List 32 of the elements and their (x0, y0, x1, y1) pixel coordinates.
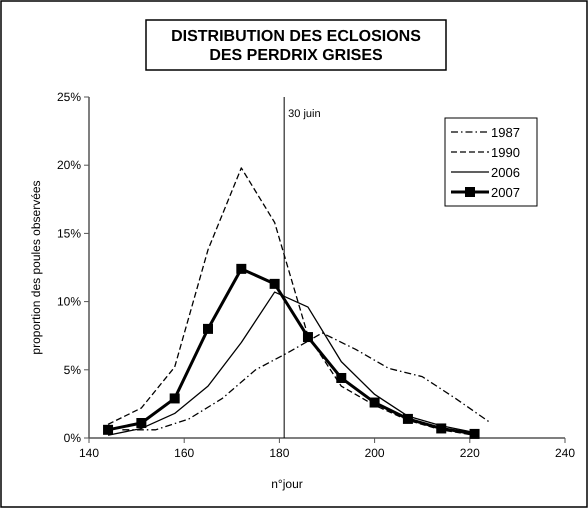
x-tick-label: 140 (78, 446, 100, 460)
point (302, 332, 313, 342)
ref-line-label: 30 juin (288, 108, 321, 120)
x-tick-label: 220 (460, 446, 480, 460)
chart-title: DISTRIBUTION DES ECLOSIONS DES PERDRIX GRISES (171, 28, 422, 64)
y-tick-label: 20% (56, 158, 82, 172)
point (136, 418, 146, 428)
point (236, 264, 246, 274)
x-axis-title: n°jour (271, 477, 303, 491)
y-tick-label: 0% (64, 431, 82, 445)
legend-label: 1990 (491, 145, 520, 160)
y-tick-label: 15% (56, 226, 82, 240)
y-tick-label: 5% (64, 362, 82, 377)
y-axis-title: proportion des poules observées (29, 180, 43, 355)
x-tick-label: 160 (174, 446, 195, 460)
point (103, 424, 114, 435)
legend-label: 2006 (491, 165, 520, 180)
x-tick-label: 200 (364, 446, 385, 460)
point (270, 278, 280, 289)
point (203, 324, 213, 334)
point (436, 423, 446, 434)
legend-label: 1987 (491, 125, 520, 140)
legend-label: 2007 (491, 185, 520, 200)
x-tick-label: 180 (269, 446, 290, 460)
point (170, 393, 180, 404)
x-tick-label: 240 (554, 446, 576, 460)
y-tick-label: 25% (56, 90, 82, 104)
point (402, 414, 413, 424)
point (370, 398, 380, 408)
point (336, 372, 346, 383)
point (470, 428, 480, 439)
y-tick-label: 10% (56, 294, 82, 309)
